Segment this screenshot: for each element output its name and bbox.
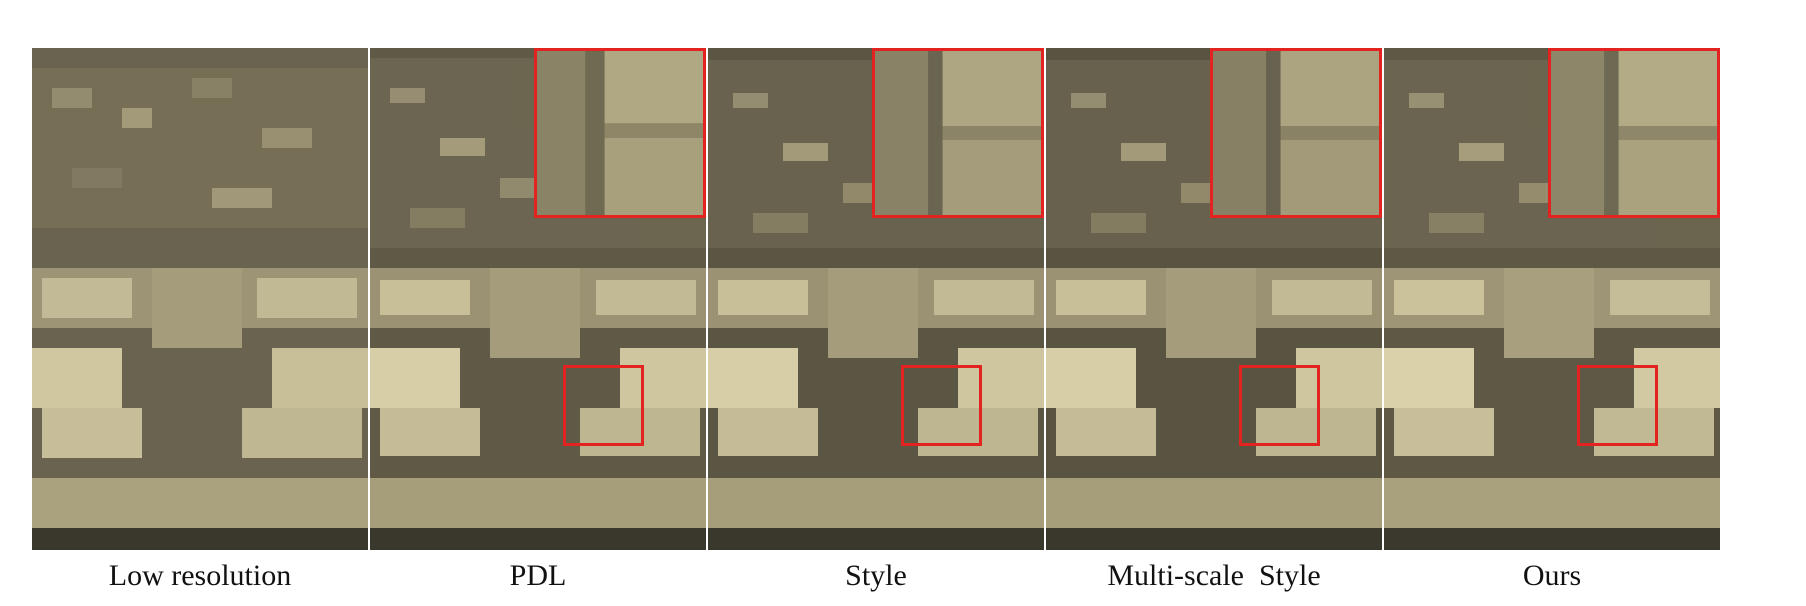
caption-pdl: PDL	[509, 559, 567, 592]
zoom-inset	[872, 48, 1044, 218]
zoom-region	[1239, 365, 1320, 446]
panel-low-resolution	[32, 48, 368, 550]
low-resolution-image	[32, 48, 368, 550]
zoom-inset	[1210, 48, 1382, 218]
panel-ours	[1384, 48, 1720, 550]
zoom-region	[901, 365, 982, 446]
panel-pdl	[370, 48, 706, 550]
caption-low-resolution: Low resolution	[108, 559, 292, 592]
caption-style: Style	[845, 559, 907, 592]
panel-style	[708, 48, 1044, 550]
zoom-inset	[534, 48, 706, 218]
zoom-region	[1577, 365, 1658, 446]
caption-multiscale-style: Multi-scale Style	[1107, 559, 1321, 592]
panel-multiscale-style	[1046, 48, 1382, 550]
caption-ours: Ours	[1522, 559, 1582, 592]
zoom-inset	[1548, 48, 1720, 218]
zoom-region	[563, 365, 644, 446]
